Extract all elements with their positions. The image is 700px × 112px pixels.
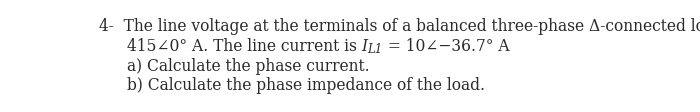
Text: 4-  The line voltage at the terminals of a balanced three-phase Δ-connected load: 4- The line voltage at the terminals of … (99, 18, 700, 35)
Text: = 10∠−36.7° A: = 10∠−36.7° A (383, 38, 510, 55)
Text: a) Calculate the phase current.: a) Calculate the phase current. (127, 58, 369, 75)
Text: 415∠0° A. The line current is: 415∠0° A. The line current is (127, 38, 361, 55)
Text: L1: L1 (368, 43, 383, 56)
Text: b) Calculate the phase impedance of the load.: b) Calculate the phase impedance of the … (127, 77, 484, 94)
Text: I: I (361, 38, 368, 55)
